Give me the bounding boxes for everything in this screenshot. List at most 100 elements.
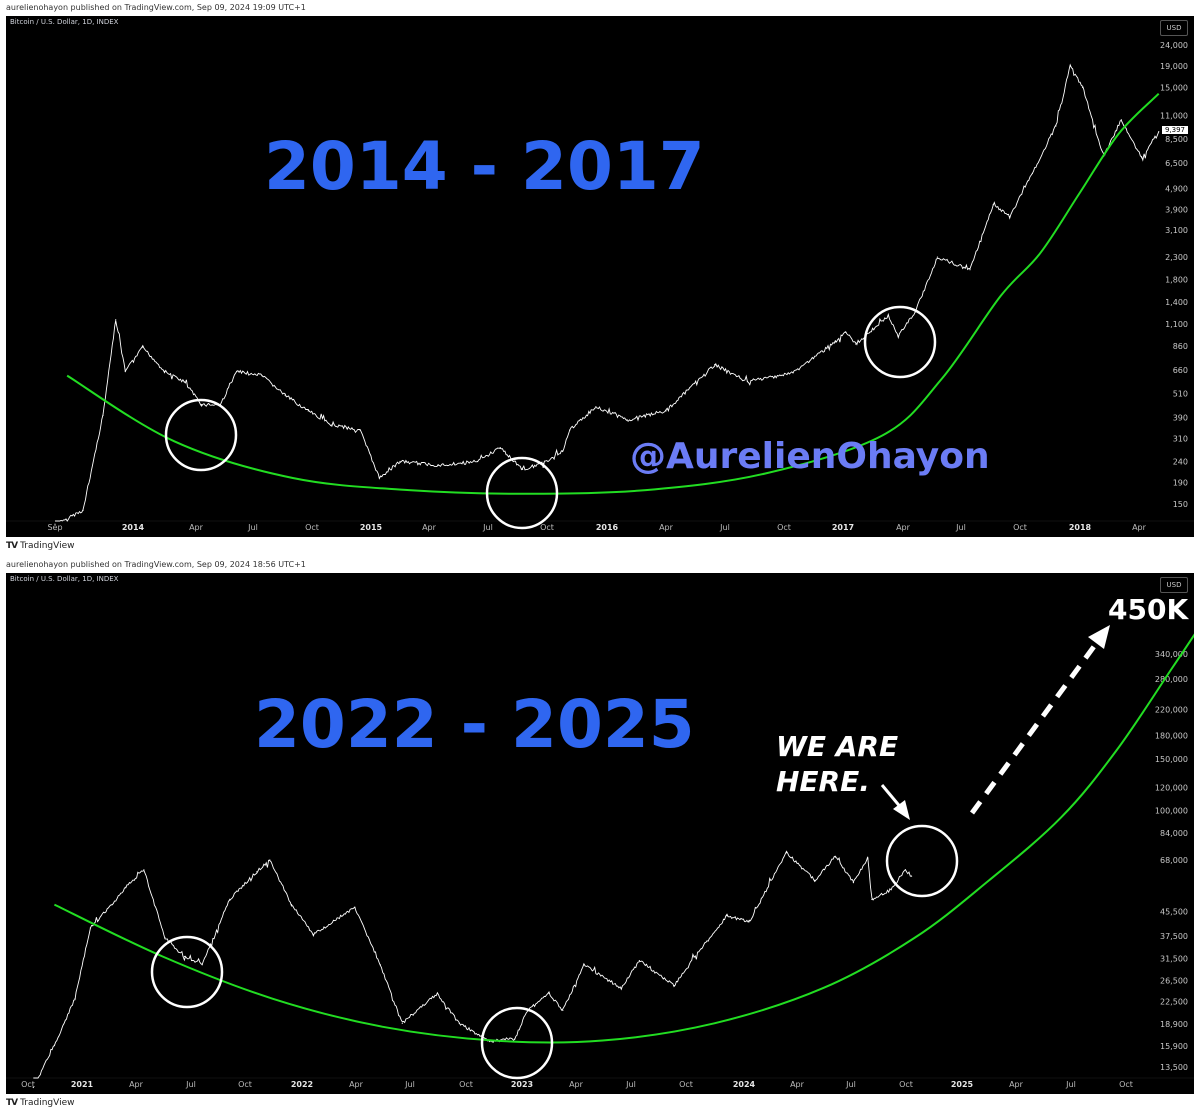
price-point: [437, 464, 439, 466]
x-tick-label: 2017: [832, 523, 854, 532]
chart-panel-2014-2017: 24,000 19,000 15,000 11,000 8,500 6,500 4,900 3…: [6, 16, 1194, 537]
x-tick-label: Oct: [679, 1080, 693, 1089]
y-tick-label: 15,900: [1160, 1042, 1188, 1051]
price-point: [992, 204, 994, 206]
x-tick-label: Apr: [790, 1080, 805, 1089]
y-tick-label: 100,000: [1155, 807, 1188, 816]
price-point: [714, 364, 716, 366]
x-tick-label: 2023: [511, 1080, 533, 1089]
y-tick-label: 1,100: [1165, 320, 1188, 329]
x-tick-label: Apr: [129, 1080, 144, 1089]
price-point: [726, 915, 728, 917]
price-point: [229, 898, 231, 900]
price-point: [125, 886, 127, 888]
y-tick-label: 13,500: [1160, 1063, 1188, 1072]
symbol-label: Bitcoin / U.S. Dollar, 1D, INDEX: [10, 575, 119, 583]
price-point: [201, 964, 203, 966]
x-tick-label: Apr: [422, 523, 437, 532]
x-tick-label: Oct: [305, 523, 319, 532]
price-series-line: [55, 63, 1160, 522]
x-tick-label: Apr: [189, 523, 204, 532]
x-tick-label: Jul: [404, 1080, 415, 1089]
x-tick-label: Oct: [459, 1080, 473, 1089]
price-point: [785, 852, 788, 854]
price-point: [638, 960, 641, 962]
y-tick-label: 31,500: [1160, 955, 1188, 964]
price-point: [569, 429, 571, 431]
price-point: [1158, 131, 1160, 133]
price-point: [82, 509, 84, 511]
price-point: [522, 468, 524, 470]
y-tick-label: 1,800: [1165, 275, 1188, 284]
target-price-label: 450K: [1108, 593, 1189, 626]
y-tick-label: 84,000: [1160, 829, 1188, 838]
price-point: [54, 523, 56, 525]
price-point: [256, 871, 258, 873]
y-tick-label: 660: [1173, 366, 1188, 375]
price-point: [53, 1044, 56, 1046]
price-point: [499, 447, 501, 449]
parabolic-curve: [53, 633, 1194, 1044]
price-point: [1055, 125, 1057, 127]
brand-label: TradingView: [20, 541, 75, 551]
circle-marker-icon: [480, 1006, 554, 1080]
chart-panel-2022-2025: 340,000 280,000 220,000 180,000 150,000 120,0…: [6, 573, 1194, 1094]
price-point: [458, 1022, 460, 1024]
x-tick-label: Jul: [625, 1080, 636, 1089]
price-point: [910, 875, 913, 877]
x-tick-label: Apr: [1009, 1080, 1024, 1089]
x-tick-label: 2024: [733, 1080, 756, 1089]
x-tick-label: Jul: [185, 1080, 196, 1089]
y-tick-label: 2,300: [1165, 253, 1188, 262]
x-tick-label: 2016: [596, 523, 619, 532]
parabolic-curve: [66, 92, 1160, 495]
price-point: [855, 343, 857, 345]
tradingview-logo-icon: TV: [6, 1098, 18, 1108]
price-point: [969, 269, 971, 271]
price-point: [111, 904, 113, 906]
headline: 2014 - 2017: [264, 128, 705, 205]
circle-marker-icon: [164, 398, 238, 472]
headline: 2022 - 2025: [254, 686, 695, 763]
dashed-arrow-icon: [969, 639, 1101, 815]
x-tick-label: 2021: [71, 1080, 94, 1089]
y-tick-label: 26,500: [1160, 977, 1188, 986]
y-tick-label: 120,000: [1155, 783, 1188, 792]
x-tick-label: Oct: [1013, 523, 1027, 532]
price-point: [359, 429, 361, 431]
price-point: [201, 404, 203, 406]
publish-info: aurelienohayon published on TradingView.…: [6, 560, 306, 569]
tradingview-logo-icon: TV: [6, 541, 18, 551]
currency-button[interactable]: USD: [1160, 20, 1188, 36]
currency-button[interactable]: USD: [1160, 577, 1188, 593]
y-tick-label: 37,500: [1160, 932, 1188, 941]
x-tick-label: 2015: [360, 523, 383, 532]
y-tick-label: 860: [1173, 342, 1188, 351]
price-point: [626, 419, 628, 421]
price-point: [102, 414, 104, 416]
price-point: [89, 927, 91, 929]
price-point: [562, 1009, 564, 1011]
price-point: [74, 998, 76, 1000]
brand-label: TradingView: [20, 1098, 75, 1108]
price-point: [700, 948, 702, 950]
y-tick-label: 4,900: [1165, 185, 1188, 194]
price-point: [1141, 157, 1143, 159]
y-tick-label: 190: [1173, 479, 1188, 488]
price-point: [890, 888, 892, 891]
price-chart: 24,000 19,000 15,000 11,000 8,500 6,500 4,900 3…: [6, 41, 1194, 532]
price-point: [124, 370, 126, 372]
y-tick-label: 3,900: [1165, 205, 1188, 214]
x-tick-label: Jul: [1065, 1080, 1076, 1089]
x-tick-label: Jul: [845, 1080, 856, 1089]
price-point: [307, 410, 309, 412]
y-tick-label: 22,500: [1160, 998, 1188, 1007]
price-point: [290, 904, 293, 906]
y-tick-label: 8,500: [1165, 135, 1188, 144]
price-point: [1120, 119, 1122, 121]
price-point: [835, 855, 837, 857]
price-point: [331, 424, 333, 426]
x-tick-label: Jul: [955, 523, 966, 532]
x-tick-label: Sep: [47, 523, 62, 532]
y-tick-label: 18,900: [1160, 1020, 1188, 1029]
